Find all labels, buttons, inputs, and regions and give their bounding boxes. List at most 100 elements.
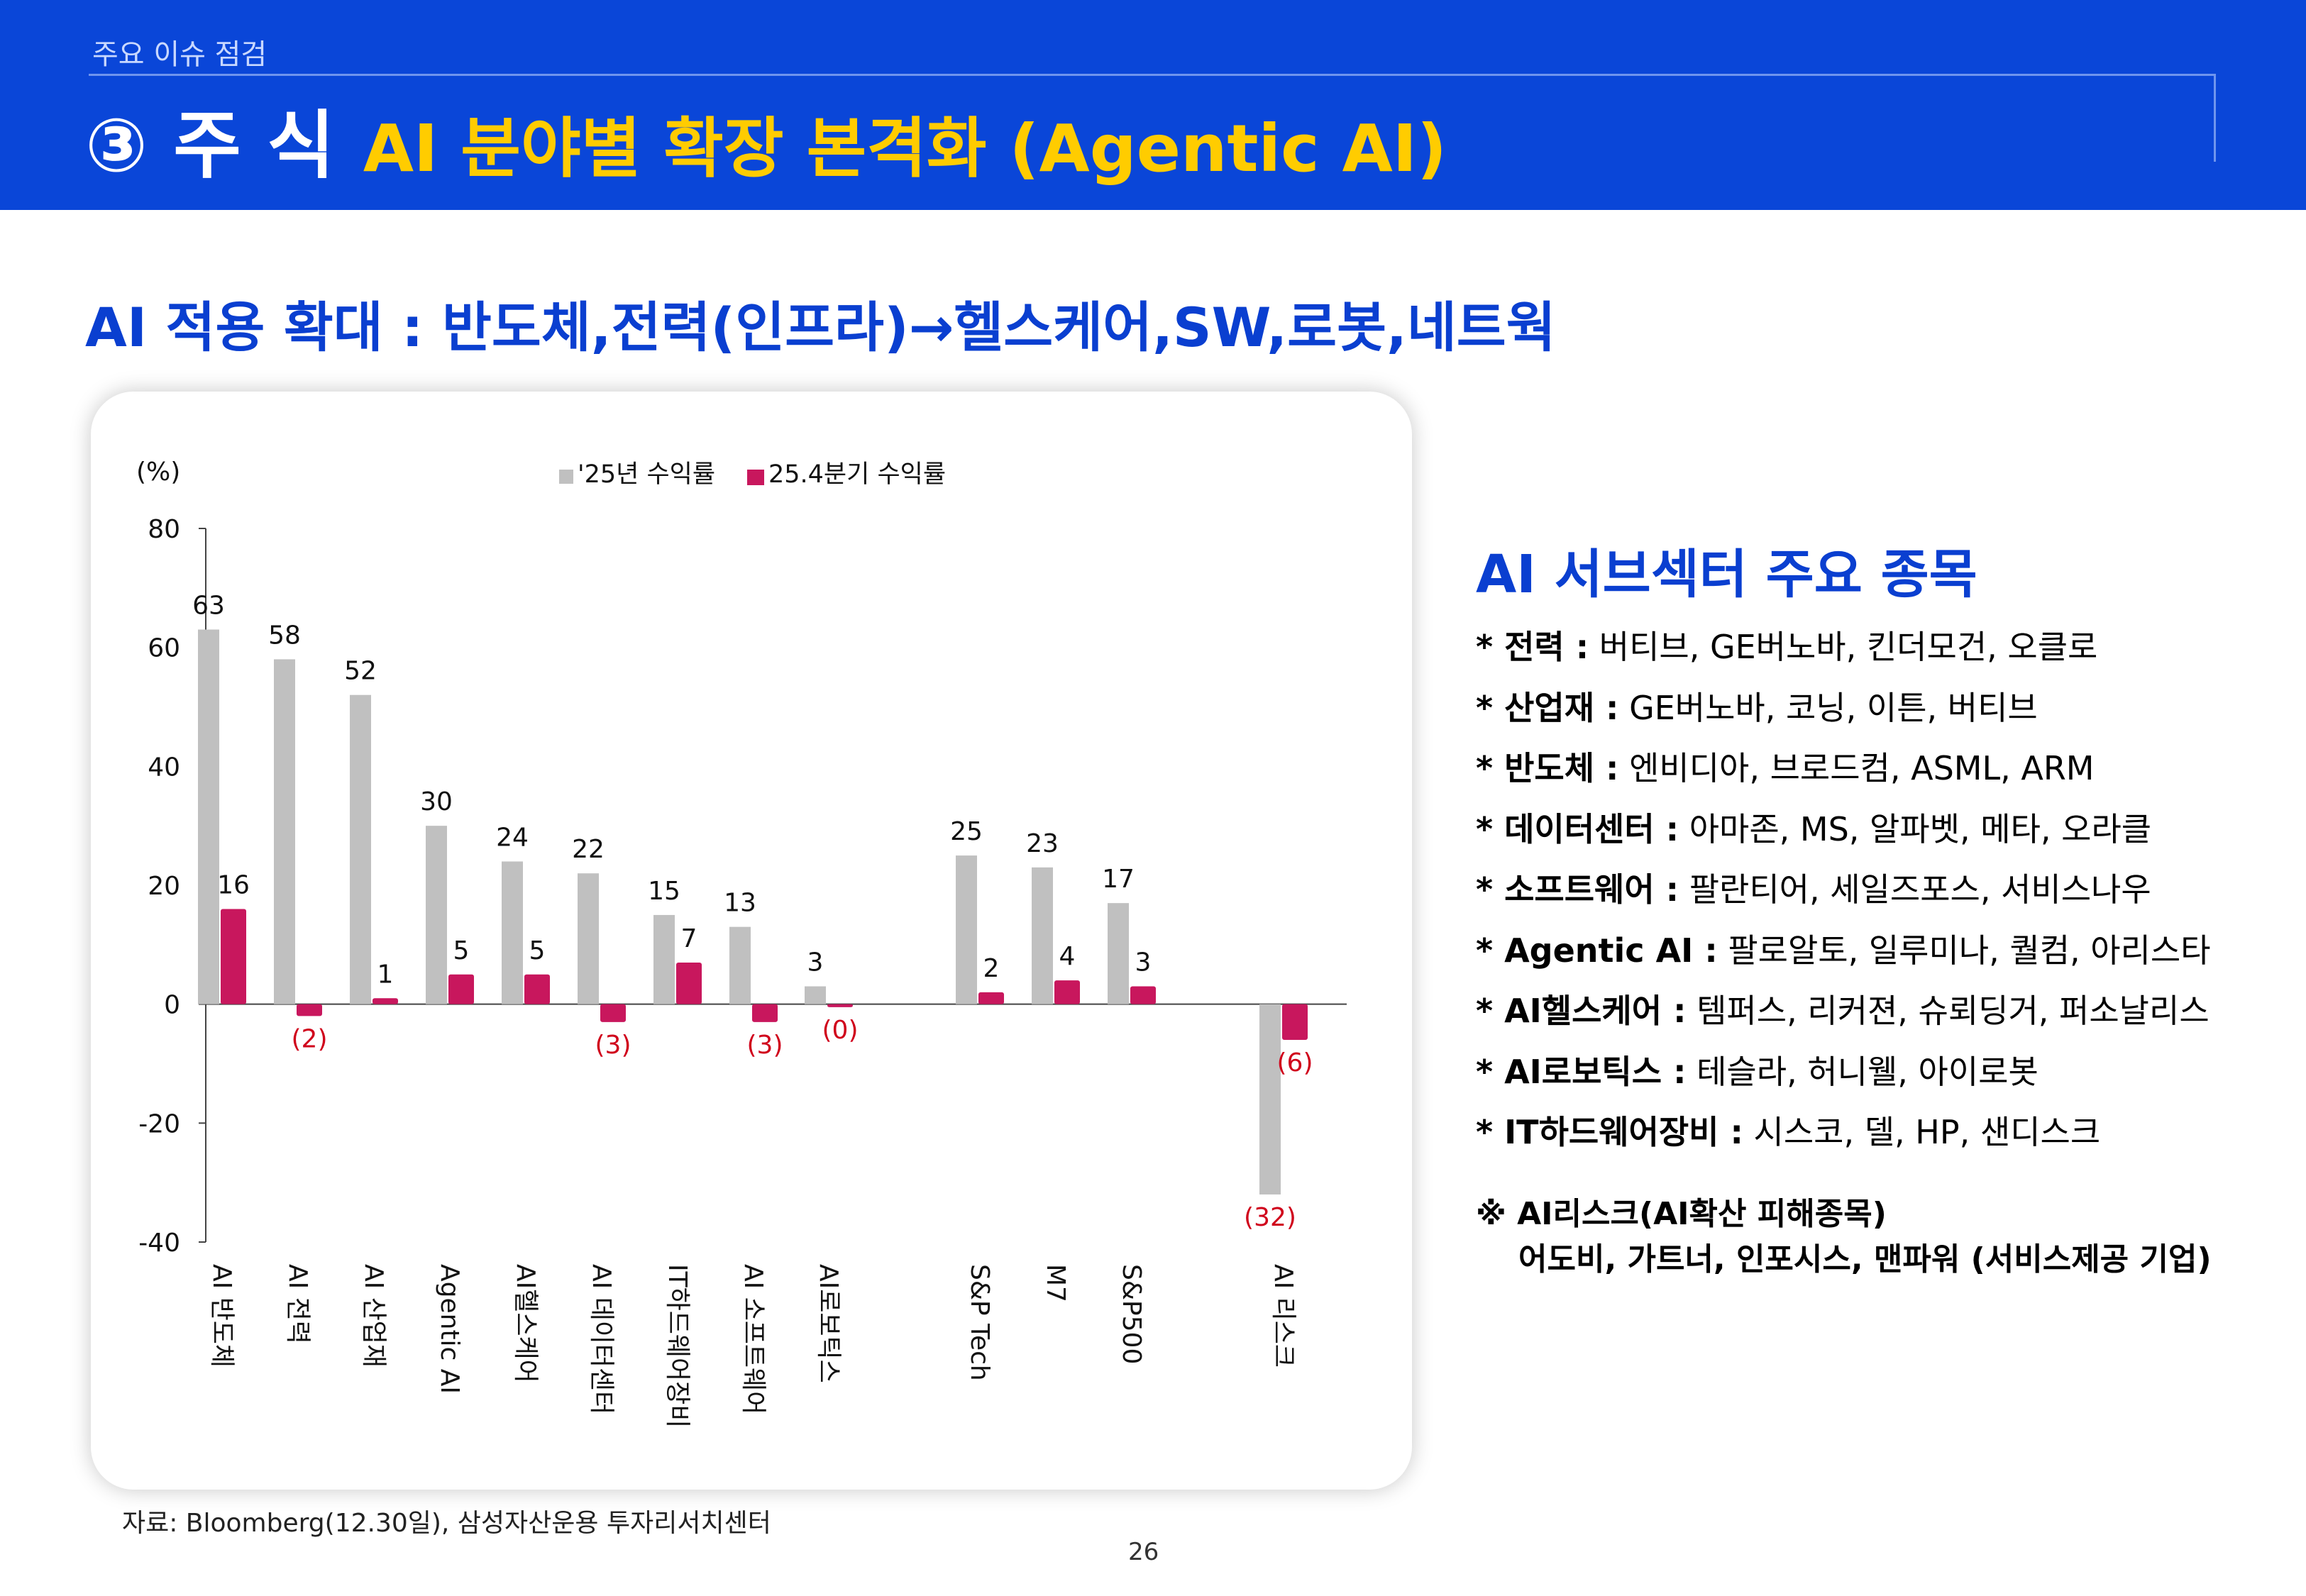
data-label-quarter: 16	[217, 871, 250, 900]
page-title: ③ 주 식 AI 분야별 확장 본격화 (Agentic AI)	[85, 99, 1447, 195]
stock-row: * 데이터센터 : 아마존, MS, 알파벳, 메타, 오라클	[1476, 799, 2211, 860]
stock-row: * 소프트웨어 : 팔란티어, 세일즈포스, 서비스나우	[1476, 860, 2211, 921]
bar-annual	[653, 914, 675, 1004]
y-tick-label: 40	[148, 753, 180, 782]
bar-annual	[274, 659, 295, 1004]
stock-row: * 전력 : 버티브, GE버노바, 킨더모건, 오클로	[1476, 617, 2211, 678]
bar-annual	[1259, 1004, 1281, 1195]
category-label: AI로보틱스	[814, 1264, 843, 1383]
data-label-annual: 17	[1102, 865, 1135, 894]
headline: AI 적용 확대 : 반도체,전력(인프라)→헬스케어,SW,로봇,네트웍	[85, 296, 1556, 359]
legend-swatch-quarter	[747, 470, 764, 485]
stock-row: * AI로보틱스 : 테슬라, 허니웰, 아이로봇	[1476, 1042, 2211, 1103]
bar-annual	[198, 629, 219, 1004]
data-label-quarter: (6)	[1277, 1048, 1313, 1077]
data-label-annual: 23	[1026, 829, 1059, 858]
category-label: M7	[1041, 1264, 1070, 1302]
category-label: AI 소프트웨어	[739, 1264, 768, 1414]
category-label: AI 리스크	[1269, 1264, 1298, 1368]
category-label: Agentic AI	[435, 1264, 464, 1394]
data-label-quarter: 5	[453, 936, 470, 965]
stock-row-label: * 전력 :	[1476, 628, 1589, 666]
bar-annual	[956, 855, 977, 1004]
bar-annual	[1032, 867, 1053, 1004]
chart-card: 80 60 40 20 0 -20 -40 (%) '25년 수익률 25.4분기 수익률 63 16…	[91, 392, 1412, 1490]
bar-quarter	[221, 909, 246, 1004]
data-label-annual: 15	[648, 877, 680, 906]
data-label-annual: 63	[192, 592, 225, 621]
y-tick-label: -40	[138, 1229, 180, 1258]
stock-row-label: * AI로보틱스 :	[1476, 1052, 1687, 1091]
data-label-quarter: (3)	[747, 1031, 783, 1060]
risk-stocks: 어도비, 가트너, 인포시스, 맨파워 (서비스제공 기업)	[1518, 1241, 2212, 1278]
legend-label-annual: '25년 수익률	[578, 460, 715, 489]
stock-row-label: * Agentic AI :	[1476, 931, 1718, 970]
bar-quarter	[524, 974, 550, 1004]
legend-swatch-annual	[559, 470, 573, 484]
legend-label-quarter: 25.4분기 수익률	[768, 460, 946, 489]
bar-quarter	[827, 1004, 853, 1007]
title-sub: AI 분야별 확장 본격화 (Agentic AI)	[363, 111, 1447, 187]
stock-row: * 산업재 : GE버노바, 코닝, 이튼, 버티브	[1476, 678, 2211, 739]
stock-row-text: 시스코, 델, HP, 샌디스크	[1743, 1113, 2101, 1151]
data-label-annual: 3	[807, 948, 824, 977]
stock-row-label: * IT하드웨어장비 :	[1476, 1113, 1743, 1151]
stock-row: * 반도체 : 엔비디아, 브로드컴, ASML, ARM	[1476, 738, 2211, 799]
category-label: S&P500	[1117, 1264, 1146, 1364]
bar-annual	[729, 926, 751, 1004]
sidebar-title: AI 서브섹터 주요 종목	[1476, 544, 1977, 605]
category-label: IT하드웨어장비	[663, 1264, 692, 1428]
returns-bar-chart: 80 60 40 20 0 -20 -40 (%) '25년 수익률 25.4분기 수익률 63 16…	[136, 458, 1347, 1428]
y-tick-label: 60	[148, 634, 180, 663]
bar-quarter	[373, 998, 398, 1004]
stock-row-text: GE버노바, 코닝, 이튼, 버티브	[1618, 688, 2038, 727]
data-label-annual: 22	[572, 835, 605, 864]
data-label-quarter: (2)	[292, 1024, 328, 1053]
stock-row: * IT하드웨어장비 : 시스코, 델, HP, 샌디스크	[1476, 1102, 2211, 1163]
data-label-quarter: (0)	[822, 1016, 859, 1045]
data-label-quarter: (3)	[595, 1031, 631, 1060]
data-label-annual: (32)	[1244, 1203, 1296, 1232]
bar-annual	[502, 861, 523, 1004]
bar-quarter	[297, 1004, 322, 1016]
breadcrumb: 주요 이슈 점검	[92, 38, 267, 71]
bar-annual	[426, 826, 447, 1004]
risk-title: ※ AI리스크(AI확산 피해종목)	[1476, 1196, 1887, 1232]
bar-annual	[578, 873, 599, 1004]
source-note: 자료: Bloomberg(12.30일), 삼성자산운용 투자리서치센터	[122, 1509, 771, 1538]
stock-row-text: 엔비디아, 브로드컴, ASML, ARM	[1618, 749, 2095, 787]
data-label-quarter: 4	[1059, 942, 1076, 971]
bar-annual	[350, 694, 371, 1004]
y-tick-label: 0	[164, 991, 180, 1020]
stock-row-text: 버티브, GE버노바, 킨더모건, 오클로	[1589, 628, 2098, 666]
stock-row-text: 팔로알토, 일루미나, 퀄컴, 아리스타	[1717, 931, 2211, 970]
bar-quarter	[1282, 1004, 1308, 1040]
stock-row-label: * 소프트웨어 :	[1476, 870, 1679, 909]
bar-annual	[1108, 903, 1129, 1004]
y-tick-label: 20	[148, 872, 180, 901]
category-label: AI 전력	[283, 1264, 312, 1344]
bar-annual	[805, 986, 826, 1004]
stock-row-label: * 데이터센터 :	[1476, 809, 1679, 848]
bar-quarter	[600, 1004, 626, 1022]
data-label-annual: 13	[724, 889, 756, 918]
category-label: AI 데이터센터	[587, 1264, 616, 1414]
data-label-annual: 52	[344, 657, 377, 686]
data-label-annual: 58	[268, 621, 301, 650]
category-label: AI 산업재	[359, 1264, 388, 1368]
data-label-annual: 25	[950, 817, 983, 846]
header-bar	[0, 0, 2306, 210]
stock-row-label: * 산업재 :	[1476, 688, 1619, 727]
stock-list: * 전력 : 버티브, GE버노바, 킨더모건, 오클로 * 산업재 : GE버노…	[1476, 617, 2211, 1163]
y-unit-label: (%)	[136, 458, 180, 487]
bar-quarter	[1130, 986, 1156, 1004]
bar-quarter	[752, 1004, 778, 1022]
bar-quarter	[448, 974, 474, 1004]
category-label: AI 반도체	[207, 1264, 236, 1368]
y-tick-label: 80	[148, 515, 180, 544]
data-label-quarter: 3	[1135, 948, 1152, 977]
data-label-annual: 24	[496, 823, 529, 852]
stock-row: * Agentic AI : 팔로알토, 일루미나, 퀄컴, 아리스타	[1476, 921, 2211, 982]
header-rule-end	[2214, 74, 2216, 162]
y-tick-label: -20	[138, 1109, 180, 1138]
